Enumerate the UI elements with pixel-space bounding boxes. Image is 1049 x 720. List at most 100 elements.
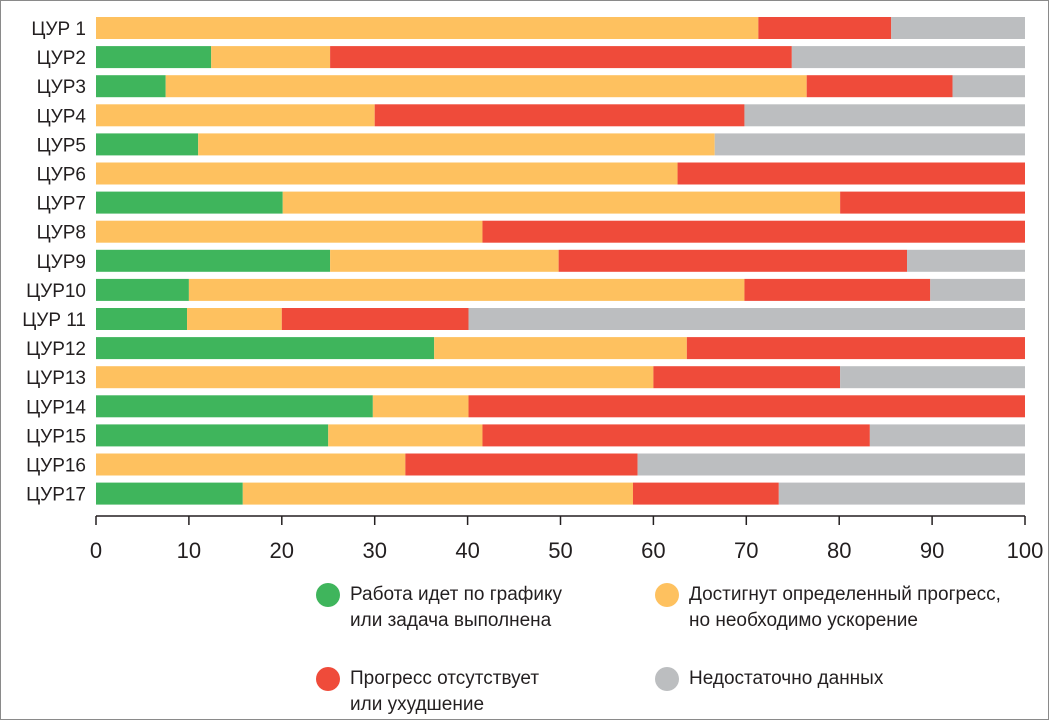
bar-segment-1-3 bbox=[758, 17, 892, 39]
category-label: ЦУР8 bbox=[37, 223, 86, 244]
bar-segment-7-2 bbox=[282, 191, 841, 214]
x-tick-label: 40 bbox=[455, 538, 479, 563]
legend-dot-grey bbox=[655, 667, 679, 691]
legend-dot-yellow bbox=[655, 583, 679, 607]
bar-segment-12-1 bbox=[96, 337, 435, 360]
category-label: ЦУР2 bbox=[37, 48, 86, 69]
bars-group bbox=[96, 17, 1025, 505]
bar-segment-4-2 bbox=[96, 104, 375, 127]
category-label: ЦУР16 bbox=[26, 456, 86, 477]
x-tick-label: 0 bbox=[90, 538, 102, 563]
bar-segment-14-1 bbox=[96, 395, 373, 418]
bar-segment-15-3 bbox=[482, 424, 870, 447]
bar-segment-10-2 bbox=[188, 278, 745, 301]
bar-segment-11-1 bbox=[96, 308, 188, 330]
bar-segment-9-4 bbox=[907, 249, 1025, 272]
category-label: ЦУР5 bbox=[37, 135, 86, 156]
bar-segment-14-2 bbox=[372, 395, 469, 418]
category-label: ЦУР10 bbox=[26, 281, 86, 302]
bar-segment-3-4 bbox=[952, 75, 1025, 98]
bar-segment-11-4 bbox=[468, 308, 1025, 330]
bar-segment-11-3 bbox=[281, 308, 469, 330]
x-tick-label: 80 bbox=[827, 538, 851, 563]
x-tick-label: 30 bbox=[362, 538, 386, 563]
category-label: ЦУР15 bbox=[26, 426, 86, 447]
bar-segment-10-4 bbox=[930, 278, 1025, 301]
legend-label-progress: Достигнут определенный прогресс, но необ… bbox=[689, 584, 1001, 631]
bar-segment-16-2 bbox=[96, 453, 406, 476]
bar-segment-6-3 bbox=[677, 162, 1025, 185]
bar-segment-4-4 bbox=[744, 104, 1025, 127]
category-label: ЦУР12 bbox=[26, 339, 86, 360]
bar-segment-9-2 bbox=[330, 249, 559, 272]
bar-segment-6-2 bbox=[96, 162, 678, 185]
x-tick-label: 20 bbox=[270, 538, 294, 563]
legend-label-no-progress: Прогресс отсутствует или ухудшение bbox=[350, 668, 540, 715]
bar-segment-3-1 bbox=[96, 75, 166, 98]
bar-segment-4-3 bbox=[374, 104, 745, 127]
x-tick-label: 100 bbox=[1007, 538, 1044, 563]
bar-segment-8-2 bbox=[96, 220, 483, 243]
legend-dot-red bbox=[316, 667, 340, 691]
legend-dot-green bbox=[316, 583, 340, 607]
legend-item-progress: Достигнут определенный прогресс, но необ… bbox=[655, 582, 1001, 634]
bar-segment-12-3 bbox=[686, 337, 1025, 360]
category-label: ЦУР7 bbox=[37, 194, 86, 215]
legend-label-no-data: Недостаточно данных bbox=[689, 668, 884, 689]
bar-segment-15-2 bbox=[328, 424, 483, 447]
bar-segment-17-3 bbox=[632, 482, 779, 505]
bar-segment-16-3 bbox=[405, 453, 638, 476]
bar-segment-2-1 bbox=[96, 46, 212, 69]
category-label: ЦУР9 bbox=[37, 252, 86, 273]
bar-segment-16-4 bbox=[637, 453, 1025, 476]
stacked-bar-chart: ЦУР 1 ЦУР2 ЦУР3 ЦУР4 ЦУР5 ЦУР6 ЦУР7 ЦУР8 ЦУР9 ЦУР… bbox=[22, 17, 1044, 563]
x-tick-label: 50 bbox=[548, 538, 572, 563]
bar-segment-1-4 bbox=[891, 17, 1025, 39]
bar-segment-15-1 bbox=[96, 424, 329, 447]
bar-segment-3-2 bbox=[165, 75, 807, 98]
legend-item-no-progress: Прогресс отсутствует или ухудшение bbox=[316, 666, 539, 718]
bar-segment-13-4 bbox=[840, 366, 1025, 389]
category-label: ЦУР 1 bbox=[31, 19, 86, 40]
x-tick-label: 10 bbox=[177, 538, 201, 563]
category-label: ЦУР14 bbox=[26, 397, 86, 418]
bar-segment-5-2 bbox=[198, 133, 715, 156]
category-label: ЦУР13 bbox=[26, 368, 86, 389]
bar-segment-9-1 bbox=[96, 249, 331, 272]
x-axis: 0 10 20 30 40 50 60 70 80 90 100 bbox=[90, 515, 1044, 563]
bar-segment-13-2 bbox=[96, 366, 654, 389]
bar-segment-17-2 bbox=[242, 482, 633, 505]
bar-segment-2-3 bbox=[330, 46, 792, 69]
bar-segment-11-2 bbox=[187, 308, 282, 330]
category-label: ЦУР3 bbox=[37, 77, 86, 98]
category-label: ЦУР4 bbox=[37, 106, 87, 127]
bar-segment-10-1 bbox=[96, 278, 189, 301]
bar-segment-2-4 bbox=[791, 46, 1025, 69]
bar-segment-1-2 bbox=[96, 17, 759, 39]
bar-segment-13-3 bbox=[653, 366, 841, 389]
x-tick-label: 90 bbox=[920, 538, 944, 563]
bar-segment-5-4 bbox=[714, 133, 1025, 156]
category-label: ЦУР6 bbox=[37, 165, 86, 186]
bar-segment-14-3 bbox=[468, 395, 1025, 418]
bar-segment-2-2 bbox=[211, 46, 331, 69]
legend-label-on-track: Работа идет по графику или задача выполн… bbox=[350, 584, 563, 631]
x-tick-label: 60 bbox=[641, 538, 665, 563]
bar-segment-9-3 bbox=[558, 249, 908, 272]
bar-segment-8-3 bbox=[482, 220, 1025, 243]
bar-segment-15-4 bbox=[869, 424, 1025, 447]
bar-segment-7-1 bbox=[96, 191, 283, 214]
category-labels: ЦУР 1 ЦУР2 ЦУР3 ЦУР4 ЦУР5 ЦУР6 ЦУР7 ЦУР8 ЦУР9 ЦУР… bbox=[22, 19, 86, 506]
bar-segment-3-3 bbox=[806, 75, 953, 98]
bar-segment-17-1 bbox=[96, 482, 243, 505]
bar-segment-12-2 bbox=[434, 337, 687, 360]
legend-item-on-track: Работа идет по графику или задача выполн… bbox=[316, 582, 562, 634]
bar-segment-17-4 bbox=[778, 482, 1025, 505]
legend-item-no-data: Недостаточно данных bbox=[655, 666, 883, 692]
category-label: ЦУР 11 bbox=[22, 310, 86, 331]
bar-segment-7-3 bbox=[840, 191, 1025, 214]
x-tick-label: 70 bbox=[734, 538, 758, 563]
bar-segment-5-1 bbox=[96, 133, 199, 156]
bar-segment-10-3 bbox=[744, 278, 931, 301]
category-label: ЦУР17 bbox=[26, 485, 86, 506]
